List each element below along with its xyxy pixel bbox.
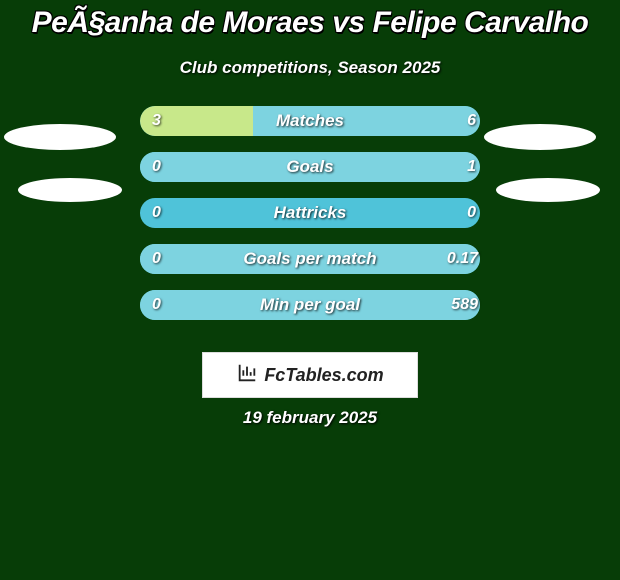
watermark-text: FcTables.com (264, 365, 383, 386)
stat-row: 00Hattricks (0, 198, 620, 228)
stat-row: 00.17Goals per match (0, 244, 620, 274)
stat-label: Matches (140, 106, 480, 136)
stat-row: 0589Min per goal (0, 290, 620, 320)
player-halo (496, 178, 600, 202)
stat-label: Hattricks (140, 198, 480, 228)
stat-label: Goals per match (140, 244, 480, 274)
chart-icon (236, 362, 258, 389)
stat-label: Min per goal (140, 290, 480, 320)
player-halo (4, 124, 116, 150)
watermark: FcTables.com (202, 352, 418, 398)
stat-label: Goals (140, 152, 480, 182)
stat-row: 01Goals (0, 152, 620, 182)
page-title: PeÃ§anha de Moraes vs Felipe Carvalho (0, 0, 620, 40)
player-halo (18, 178, 122, 202)
date-text: 19 february 2025 (0, 408, 620, 428)
player-halo (484, 124, 596, 150)
page-subtitle: Club competitions, Season 2025 (0, 58, 620, 78)
